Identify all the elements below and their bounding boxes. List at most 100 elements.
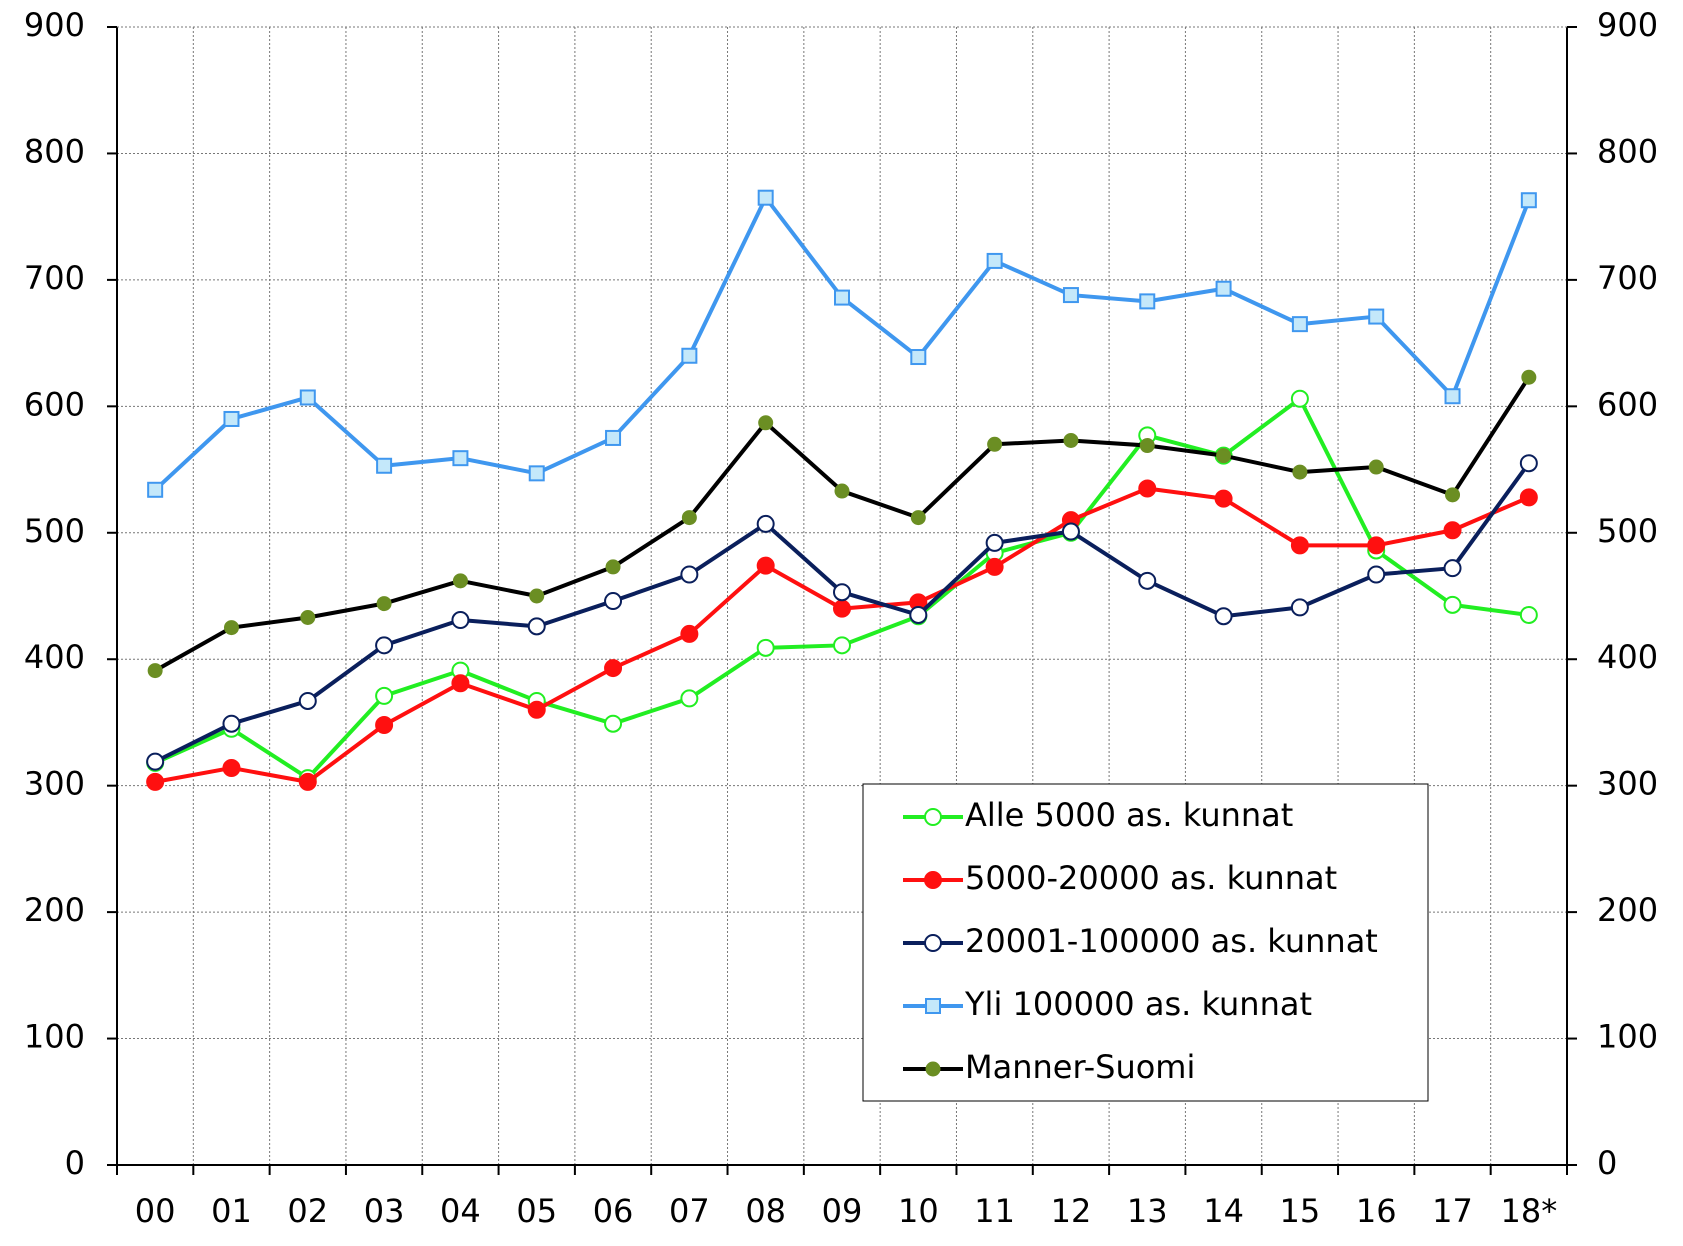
marker bbox=[147, 663, 163, 679]
x-tick-label: 11 bbox=[974, 1192, 1015, 1230]
x-tick-label: 08 bbox=[745, 1192, 786, 1230]
y-tick-label: 0 bbox=[65, 1144, 85, 1182]
marker bbox=[146, 752, 165, 771]
y2-tick-label: 800 bbox=[1597, 132, 1658, 170]
marker bbox=[1290, 536, 1309, 555]
y-tick-label: 200 bbox=[24, 891, 85, 929]
marker bbox=[985, 533, 1004, 552]
marker bbox=[222, 714, 241, 733]
x-tick-label: 02 bbox=[287, 1192, 328, 1230]
x-tick-label: 17 bbox=[1432, 1192, 1473, 1230]
legend-marker bbox=[925, 998, 941, 1014]
marker bbox=[1138, 479, 1157, 498]
marker bbox=[1367, 536, 1386, 555]
marker bbox=[298, 772, 317, 791]
marker bbox=[681, 347, 698, 364]
x-tick-label: 13 bbox=[1127, 1192, 1168, 1230]
marker bbox=[1139, 438, 1155, 454]
marker bbox=[1368, 308, 1385, 325]
legend-marker bbox=[924, 871, 942, 889]
marker bbox=[451, 611, 470, 630]
marker bbox=[1444, 388, 1461, 405]
marker bbox=[605, 559, 621, 575]
x-tick-label: 14 bbox=[1203, 1192, 1244, 1230]
y-tick-label: 500 bbox=[24, 512, 85, 550]
marker bbox=[1138, 571, 1157, 590]
y-tick-label: 300 bbox=[24, 765, 85, 803]
y2-tick-label: 200 bbox=[1597, 891, 1658, 929]
marker bbox=[375, 686, 394, 705]
marker bbox=[223, 410, 240, 427]
marker bbox=[1139, 293, 1156, 310]
y2-tick-label: 600 bbox=[1597, 385, 1658, 423]
marker bbox=[1519, 605, 1538, 624]
x-tick-label: 00 bbox=[135, 1192, 176, 1230]
marker bbox=[1062, 287, 1079, 304]
marker bbox=[146, 772, 165, 791]
marker bbox=[1367, 565, 1386, 584]
x-tick-label: 09 bbox=[822, 1192, 863, 1230]
x-tick-label: 03 bbox=[364, 1192, 405, 1230]
marker bbox=[680, 565, 699, 584]
y2-tick-label: 400 bbox=[1597, 638, 1658, 676]
y-tick-label: 700 bbox=[24, 259, 85, 297]
x-tick-label: 04 bbox=[440, 1192, 481, 1230]
y2-tick-label: 500 bbox=[1597, 512, 1658, 550]
marker bbox=[1214, 489, 1233, 508]
marker bbox=[529, 588, 545, 604]
legend-marker bbox=[925, 1061, 941, 1077]
marker bbox=[1290, 598, 1309, 617]
marker bbox=[758, 415, 774, 431]
marker bbox=[1368, 459, 1384, 475]
marker bbox=[223, 620, 239, 636]
marker bbox=[681, 510, 697, 526]
marker bbox=[1292, 464, 1308, 480]
y-tick-label: 900 bbox=[24, 6, 85, 44]
y-tick-label: 800 bbox=[24, 132, 85, 170]
marker bbox=[756, 556, 775, 575]
marker bbox=[222, 758, 241, 777]
marker bbox=[527, 617, 546, 636]
legend-label: 5000-20000 as. kunnat bbox=[965, 859, 1337, 897]
marker bbox=[833, 583, 851, 602]
marker bbox=[1521, 369, 1537, 385]
marker bbox=[604, 659, 623, 678]
x-tick-label: 01 bbox=[211, 1192, 252, 1230]
legend-marker bbox=[924, 934, 942, 952]
marker bbox=[1215, 280, 1232, 297]
marker bbox=[1519, 454, 1538, 473]
marker bbox=[680, 624, 699, 643]
y-tick-label: 600 bbox=[24, 385, 85, 423]
marker bbox=[452, 450, 469, 467]
marker bbox=[527, 700, 546, 719]
marker bbox=[147, 481, 164, 498]
legend-marker bbox=[924, 808, 942, 826]
marker bbox=[298, 691, 317, 710]
marker bbox=[1061, 522, 1080, 541]
marker bbox=[1443, 521, 1462, 540]
marker bbox=[1443, 559, 1462, 578]
y-tick-label: 100 bbox=[24, 1018, 85, 1056]
marker bbox=[604, 714, 623, 733]
x-tick-label: 06 bbox=[593, 1192, 634, 1230]
legend-label: Alle 5000 as. kunnat bbox=[965, 796, 1293, 834]
marker bbox=[604, 592, 623, 611]
marker bbox=[987, 436, 1003, 452]
x-tick-label: 07 bbox=[669, 1192, 710, 1230]
x-tick-label: 10 bbox=[898, 1192, 939, 1230]
marker bbox=[756, 638, 775, 657]
x-tick-label: 18* bbox=[1500, 1192, 1557, 1230]
marker bbox=[605, 429, 622, 446]
marker bbox=[910, 510, 926, 526]
marker bbox=[1214, 607, 1233, 626]
marker bbox=[452, 573, 468, 589]
legend-label: Manner-Suomi bbox=[965, 1048, 1195, 1086]
marker bbox=[1063, 432, 1079, 448]
marker bbox=[375, 636, 394, 655]
marker bbox=[834, 483, 850, 499]
marker bbox=[1445, 487, 1461, 503]
marker bbox=[834, 289, 850, 306]
marker bbox=[451, 674, 470, 693]
x-tick-label: 15 bbox=[1280, 1192, 1321, 1230]
